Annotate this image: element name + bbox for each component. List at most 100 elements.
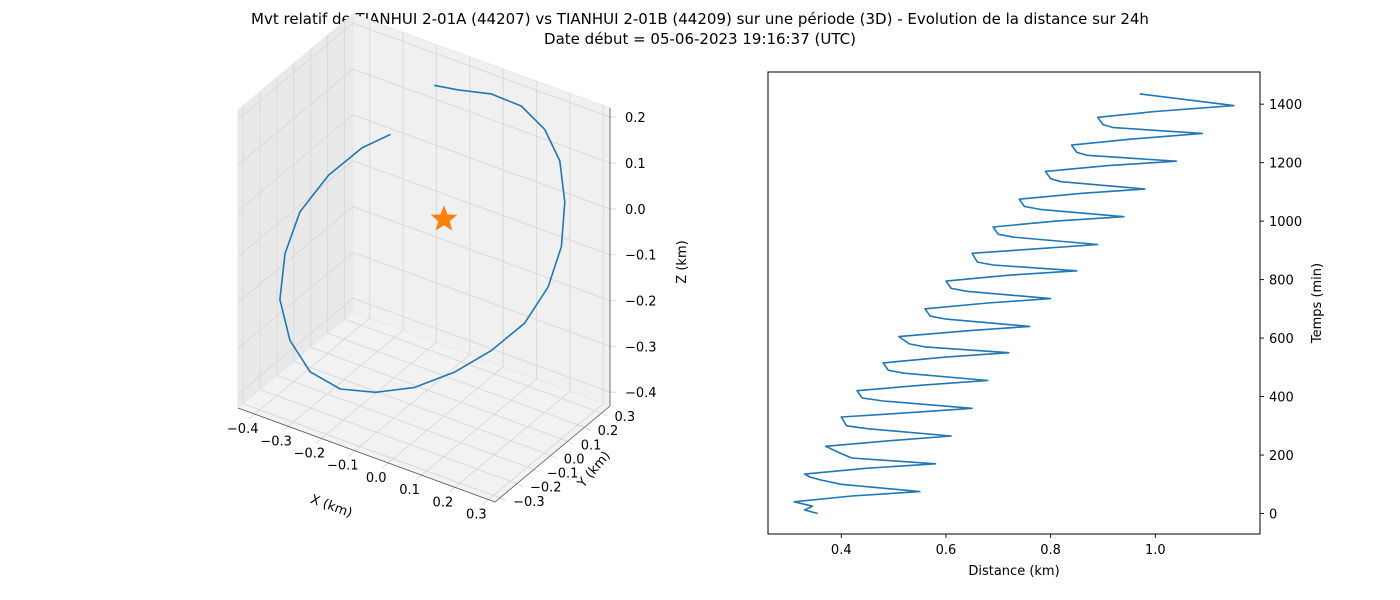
x-grid-floor: [488, 403, 604, 500]
z-tick-label: 0.1: [625, 157, 646, 172]
x-tick-mark: [381, 462, 389, 469]
x-tick-label: −0.4: [227, 422, 259, 437]
x-tick-mark: [315, 438, 322, 444]
y-grid-floor: [276, 375, 535, 470]
z-tick-label: −0.4: [625, 386, 657, 401]
y-tick-mark: [601, 412, 608, 417]
y-grid-floor: [293, 360, 551, 456]
axes-edges: [237, 108, 611, 503]
y-grid-floor: [310, 346, 568, 442]
trajectory-3d-chart: −0.4−0.3−0.2−0.10.00.10.20.3−0.3−0.2−0.1…: [227, 13, 690, 523]
x-axis-label-2d: Distance (km): [968, 564, 1059, 579]
z-tick-label: −0.3: [625, 340, 657, 355]
trajectory-group: [279, 84, 566, 394]
y-ticks: 0 200 400 600 800 1000 1200 1400: [1260, 98, 1302, 523]
x-tick-label: 0.8: [1040, 543, 1061, 558]
x-tick-label: 0.1: [399, 483, 420, 498]
y-tick-label: 800: [1269, 274, 1294, 289]
y-tick-label: 1200: [1269, 157, 1302, 172]
z-axis-label: Z (km): [675, 240, 690, 283]
x-grid-floor: [254, 317, 370, 415]
z-tick-label: 0.0: [625, 203, 646, 218]
y-tick-label: −0.1: [547, 467, 579, 482]
y-tick-label: 0: [1269, 508, 1277, 523]
y-tick-label: 0.0: [564, 452, 585, 467]
x-tick-mark: [415, 474, 422, 481]
x-grid-floor: [421, 378, 537, 476]
z-grid-left: [237, 252, 354, 349]
y-tick-label: −0.3: [513, 495, 545, 510]
x-grid-floor: [354, 354, 471, 452]
x-tick-label: −0.1: [327, 459, 359, 474]
y-tick-label: −0.2: [530, 481, 562, 496]
y-tick-mark: [550, 454, 558, 459]
trajectory-line: [279, 84, 566, 394]
x-axis-line: [237, 407, 496, 503]
x-axis-label: X (km): [308, 492, 354, 521]
axes-panes: [237, 13, 611, 503]
y-tick-label: 200: [1269, 449, 1294, 464]
z-grid-back: [352, 251, 611, 347]
z-grid-back: [352, 206, 611, 302]
z-grid-left: [237, 68, 354, 166]
x-tick-label: 1.0: [1145, 543, 1166, 558]
y-tick-mark: [567, 440, 574, 445]
z-grid-back: [352, 22, 611, 118]
y-tick-mark: [533, 469, 541, 473]
z-grid-left: [237, 297, 354, 395]
y-tick-label: 1400: [1269, 98, 1302, 113]
x-grid-floor: [454, 391, 571, 488]
x-tick-label: −0.3: [260, 434, 292, 449]
z-grid-back: [352, 68, 611, 164]
z-grid-left: [237, 22, 354, 120]
x-tick-label: 0.4: [831, 543, 852, 558]
x-tick-mark: [348, 450, 356, 457]
y-tick-label: 600: [1269, 332, 1294, 347]
x-tick-label: −0.2: [294, 447, 326, 462]
x-tick-mark: [281, 425, 289, 432]
y-tick-label: 0.3: [615, 410, 636, 425]
x-ticks: 0.4 0.6 0.8 1.0: [831, 534, 1166, 558]
y-grid-floor: [327, 332, 585, 428]
z-grid-left: [237, 206, 354, 303]
y-grid-floor: [344, 318, 602, 414]
x-tick-label: 0.3: [466, 508, 487, 523]
y-tick-label: 1000: [1269, 215, 1302, 230]
x-tick-mark: [248, 413, 255, 420]
marker-group: [430, 205, 458, 231]
y-tick-mark: [499, 497, 507, 502]
z-grid-left: [237, 160, 354, 258]
y-axis-label-2d: Temps (min): [1310, 263, 1325, 344]
y-tick-label: 0.1: [581, 438, 602, 453]
distance-series-line: [793, 93, 1235, 515]
z-tick-label: −0.1: [625, 249, 657, 264]
y-tick-label: 400: [1269, 391, 1294, 406]
x-tick-mark: [482, 499, 489, 505]
z-tick-label: 0.2: [625, 111, 646, 126]
figure-title: Mvt relatif de TIANHUI 2-01A (44207) vs …: [251, 10, 1149, 28]
y-tick-mark: [516, 483, 524, 488]
y-tick-mark: [584, 426, 591, 431]
z-grid-back: [352, 114, 611, 210]
z-tick-label: −0.2: [625, 295, 657, 310]
x-tick-label: 0.0: [366, 471, 387, 486]
y-grid-floor: [259, 389, 518, 485]
y-axis-line: [494, 405, 611, 503]
figure-subtitle: Date début = 05-06-2023 19:16:37 (UTC): [544, 30, 856, 48]
origin-star-marker: [430, 205, 458, 231]
z-grid-back: [352, 297, 611, 393]
x-tick-label: 0.2: [433, 495, 454, 510]
x-tick-label: 0.6: [936, 543, 957, 558]
x-grid-floor: [287, 329, 404, 427]
x-tick-mark: [448, 487, 456, 493]
plot-frame: [767, 71, 1261, 535]
z-grid-left: [237, 114, 354, 212]
grid-3d: [237, 20, 616, 505]
x-grid-floor: [387, 366, 504, 464]
z-grid-back: [352, 160, 611, 256]
y-grid-floor: [242, 403, 501, 499]
tick-labels-3d: −0.4−0.3−0.2−0.10.00.10.20.3−0.3−0.2−0.1…: [227, 111, 657, 522]
y-tick-label: 0.2: [598, 424, 619, 439]
x-grid-floor: [321, 342, 437, 439]
